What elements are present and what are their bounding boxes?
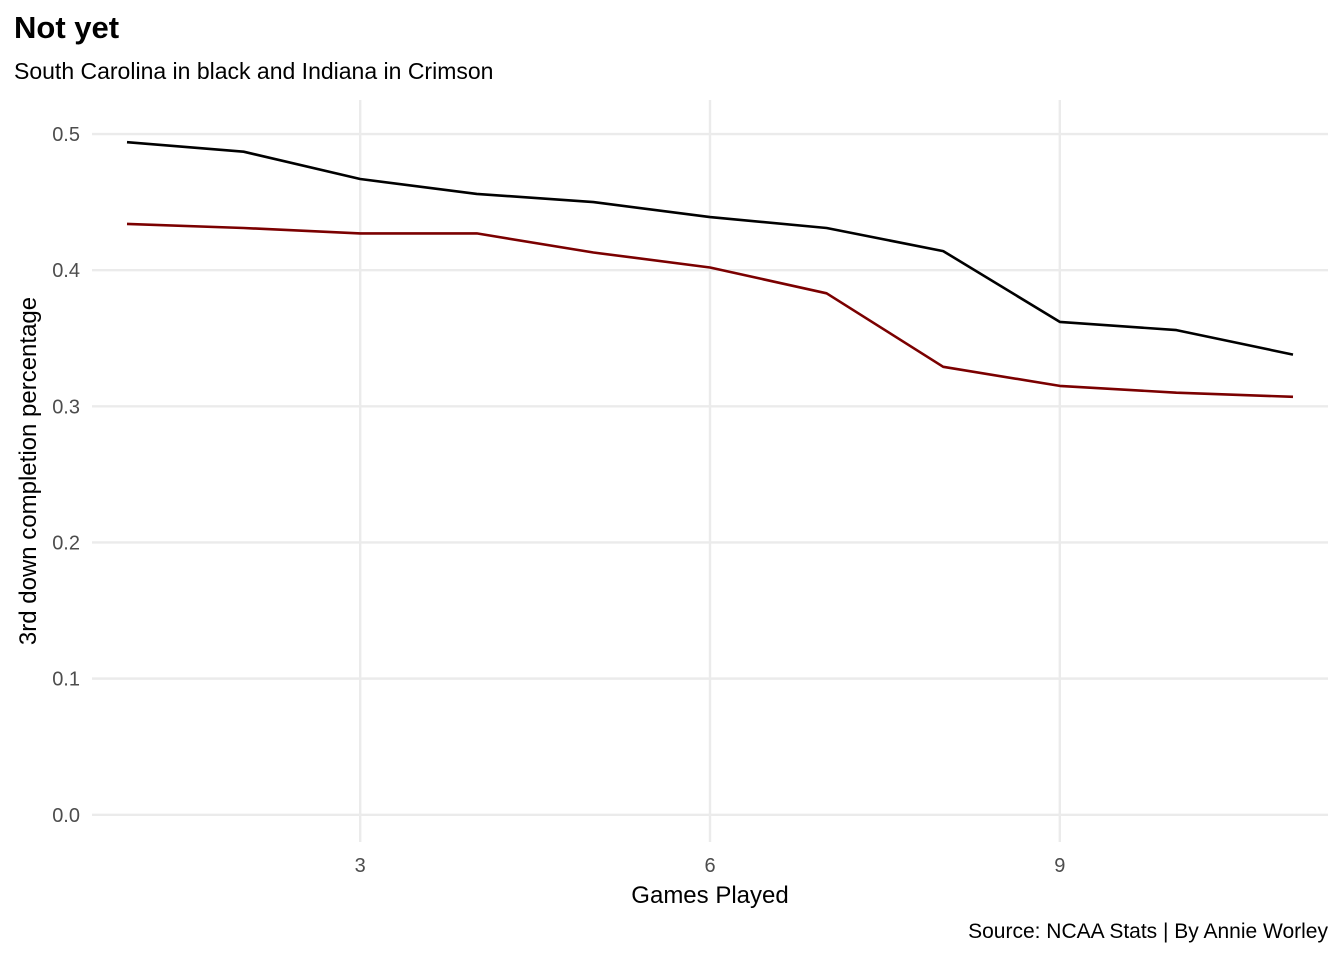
- y-tick-labels: 0.0 0.1 0.2 0.3 0.4 0.5: [52, 124, 80, 827]
- series-layer: [126, 140, 1294, 399]
- y-axis-title: 3rd down completion percentage: [15, 297, 42, 645]
- chart-caption: Source: NCAA Stats | By Annie Worley: [968, 920, 1328, 943]
- y-tick-label: 0.1: [52, 669, 80, 691]
- series-line-black: [126, 140, 1294, 356]
- x-tick-label: 6: [704, 855, 715, 877]
- grid-layer: [92, 100, 1328, 842]
- y-tick-label: 0.5: [52, 124, 80, 146]
- y-tick-label: 0.0: [52, 805, 80, 827]
- x-axis-title: Games Played: [631, 882, 788, 909]
- y-tick-label: 0.3: [52, 396, 80, 418]
- chart-title: Not yet: [14, 10, 120, 45]
- x-tick-label: 3: [355, 855, 366, 877]
- x-tick-label: 9: [1054, 855, 1065, 877]
- chart-subtitle: South Carolina in black and Indiana in C…: [14, 58, 494, 84]
- x-tick-labels: 3 6 9: [355, 855, 1066, 877]
- y-tick-label: 0.4: [52, 260, 80, 282]
- y-tick-label: 0.2: [52, 532, 80, 554]
- series-line-crimson: [126, 222, 1294, 399]
